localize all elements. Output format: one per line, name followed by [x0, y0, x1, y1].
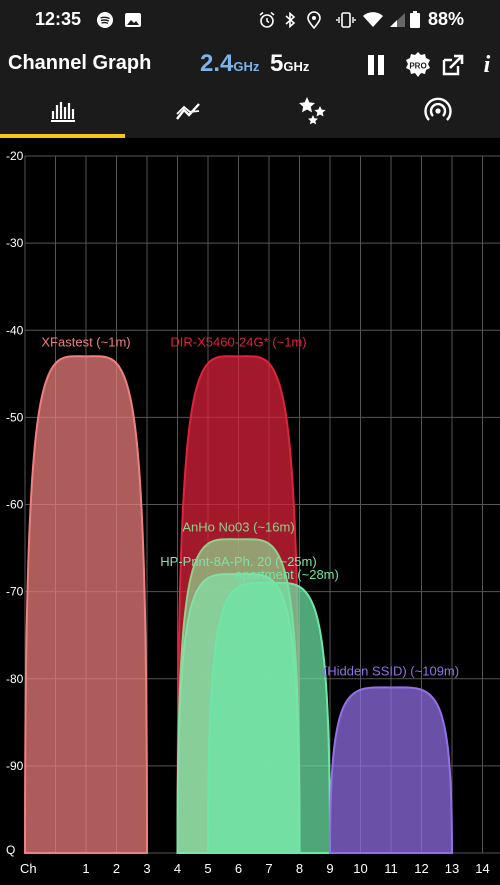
x-tick-label: 13	[445, 861, 459, 876]
y-tick-label: -80	[6, 672, 24, 686]
tab-access-points[interactable]	[375, 88, 500, 134]
x-tick-label: 6	[235, 861, 242, 876]
x-tick-label: 9	[326, 861, 333, 876]
x-tick-label: 4	[174, 861, 181, 876]
x-tick-label: 5	[204, 861, 211, 876]
x-tick-label: 10	[353, 861, 367, 876]
vibrate-icon	[336, 11, 356, 34]
gallery-icon	[124, 11, 142, 34]
channel-graph-icon	[50, 102, 75, 122]
network-curve[interactable]	[23, 355, 149, 854]
page-title: Channel Graph	[8, 52, 152, 74]
channel-graph-svg: XFastest (~1m) DIR-X5460-24G* (~1m) AnHo N…	[6, 149, 500, 876]
y-tick-label: -60	[6, 498, 24, 512]
tab-channel-graph[interactable]	[0, 88, 125, 134]
x-tick-label: 2	[113, 861, 120, 876]
y-bottom-label: Q	[6, 843, 15, 857]
network-curve[interactable]	[328, 686, 454, 854]
active-tab-indicator	[0, 134, 125, 138]
channel-rating-icon	[298, 97, 326, 125]
pause-icon	[368, 55, 384, 75]
wifi-icon	[362, 11, 384, 34]
x-tick-label: 8	[296, 861, 303, 876]
network-curve[interactable]	[206, 581, 332, 854]
share-button[interactable]	[438, 50, 468, 80]
share-external-icon	[442, 54, 464, 76]
x-tick-label: 11	[384, 861, 398, 876]
time-graph-icon	[175, 103, 200, 120]
y-tick-label: -30	[6, 236, 24, 250]
x-tick-label: 12	[414, 861, 428, 876]
info-button[interactable]: i	[472, 50, 500, 80]
y-tick-label: -40	[6, 323, 24, 337]
network-label: DIR-X5460-24G* (~1m)	[170, 334, 306, 349]
y-tick-label: -90	[6, 759, 24, 773]
band-2-4ghz-toggle[interactable]: 2.4GHz	[200, 50, 259, 78]
status-time: 12:35	[35, 9, 82, 29]
pro-label: PRO	[409, 62, 426, 71]
x-tick-label: 7	[265, 861, 272, 876]
channel-graph-chart[interactable]: XFastest (~1m) DIR-X5460-24G* (~1m) AnHo N…	[0, 138, 500, 885]
y-tick-label: -70	[6, 585, 24, 599]
alarm-icon	[258, 11, 276, 34]
spotify-icon	[96, 11, 114, 34]
band-5-unit: GHz	[283, 59, 310, 74]
network-label: HP-Print-8A-Ph. 20 (~25m)	[160, 554, 316, 569]
band-5ghz-toggle[interactable]: 5GHz	[270, 50, 309, 78]
y-tick-label: -20	[6, 149, 24, 163]
cell-signal-icon	[388, 11, 406, 34]
band-24-unit: GHz	[233, 59, 260, 74]
band-24-value: 2.4	[200, 50, 234, 77]
network-label: XFastest (~1m)	[41, 334, 130, 349]
x-axis-label: Ch	[20, 861, 37, 876]
location-icon	[306, 11, 322, 34]
pro-badge-icon: PRO	[406, 52, 430, 77]
pause-button[interactable]	[361, 50, 391, 80]
network-label: (Hidden SSID) (~109m)	[323, 663, 459, 678]
status-bar: 12:35 88%	[0, 0, 500, 40]
tab-time-graph[interactable]	[125, 88, 250, 134]
tab-bar	[0, 88, 500, 138]
band-5-value: 5	[270, 50, 284, 77]
battery-percent: 88%	[427, 9, 464, 29]
x-tick-label: 3	[143, 861, 150, 876]
x-tick-label: 1	[82, 861, 89, 876]
y-tick-label: -50	[6, 410, 24, 424]
info-icon: i	[483, 51, 491, 78]
network-label: AnHo No03 (~16m)	[182, 519, 294, 534]
tab-channel-rating[interactable]	[250, 88, 375, 134]
x-tick-label: 14	[475, 861, 489, 876]
app-bar: Channel Graph 2.4GHz 5GHz PRO i	[0, 40, 500, 90]
pro-button[interactable]: PRO	[403, 50, 433, 80]
bluetooth-icon	[283, 11, 297, 34]
access-points-icon	[423, 97, 452, 121]
battery-icon	[409, 11, 421, 34]
network-label: apartment (~28m)	[235, 567, 339, 582]
